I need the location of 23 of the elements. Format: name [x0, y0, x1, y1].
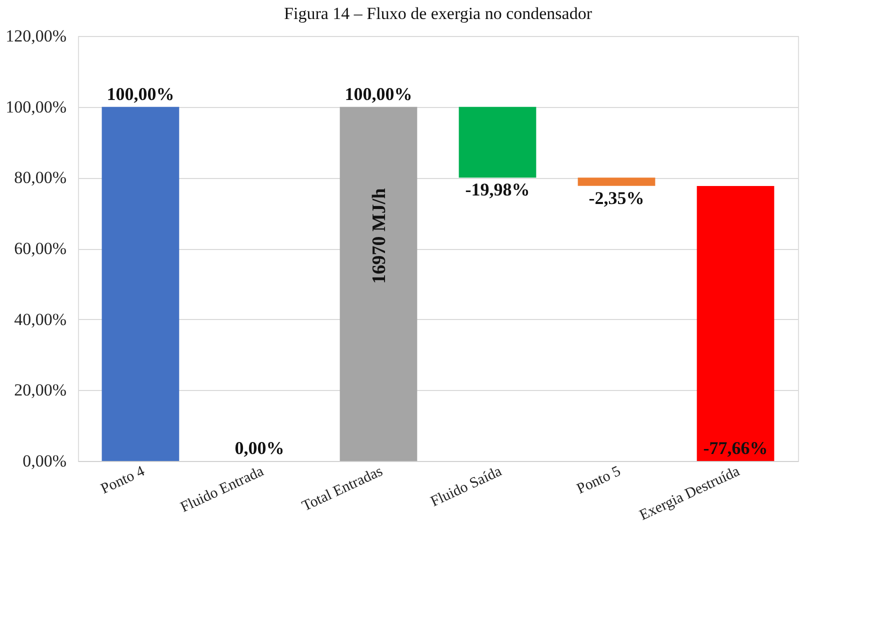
y-tick-label: 80,00% [14, 168, 66, 188]
data-label: 100,00% [344, 84, 412, 104]
bar [696, 186, 774, 461]
data-label: -77,66% [703, 438, 768, 458]
y-tick-label: 20,00% [14, 380, 66, 400]
data-label: 0,00% [234, 438, 284, 458]
x-tick-label: Ponto 4 [98, 463, 148, 498]
bar [458, 106, 536, 178]
y-tick-label: 120,00% [6, 26, 66, 46]
data-label: -2,35% [588, 188, 644, 208]
data-label: 100,00% [106, 84, 174, 104]
y-tick-label: 60,00% [14, 239, 66, 258]
bar [578, 178, 656, 186]
x-tick-label: Ponto 5 [574, 464, 624, 498]
x-tick-label: Fluido Saída [428, 463, 505, 510]
y-tick-label: 40,00% [14, 310, 66, 329]
data-label: -19,98% [465, 180, 530, 200]
y-tick-label: 100,00% [6, 97, 66, 116]
y-tick-label: 0,00% [22, 452, 66, 470]
bar [102, 106, 180, 461]
bar [340, 106, 418, 461]
annotation: 16970 MJ/h [369, 188, 390, 284]
chart-title: Figura 14 – Fluxo de exergia no condensador [284, 4, 592, 23]
